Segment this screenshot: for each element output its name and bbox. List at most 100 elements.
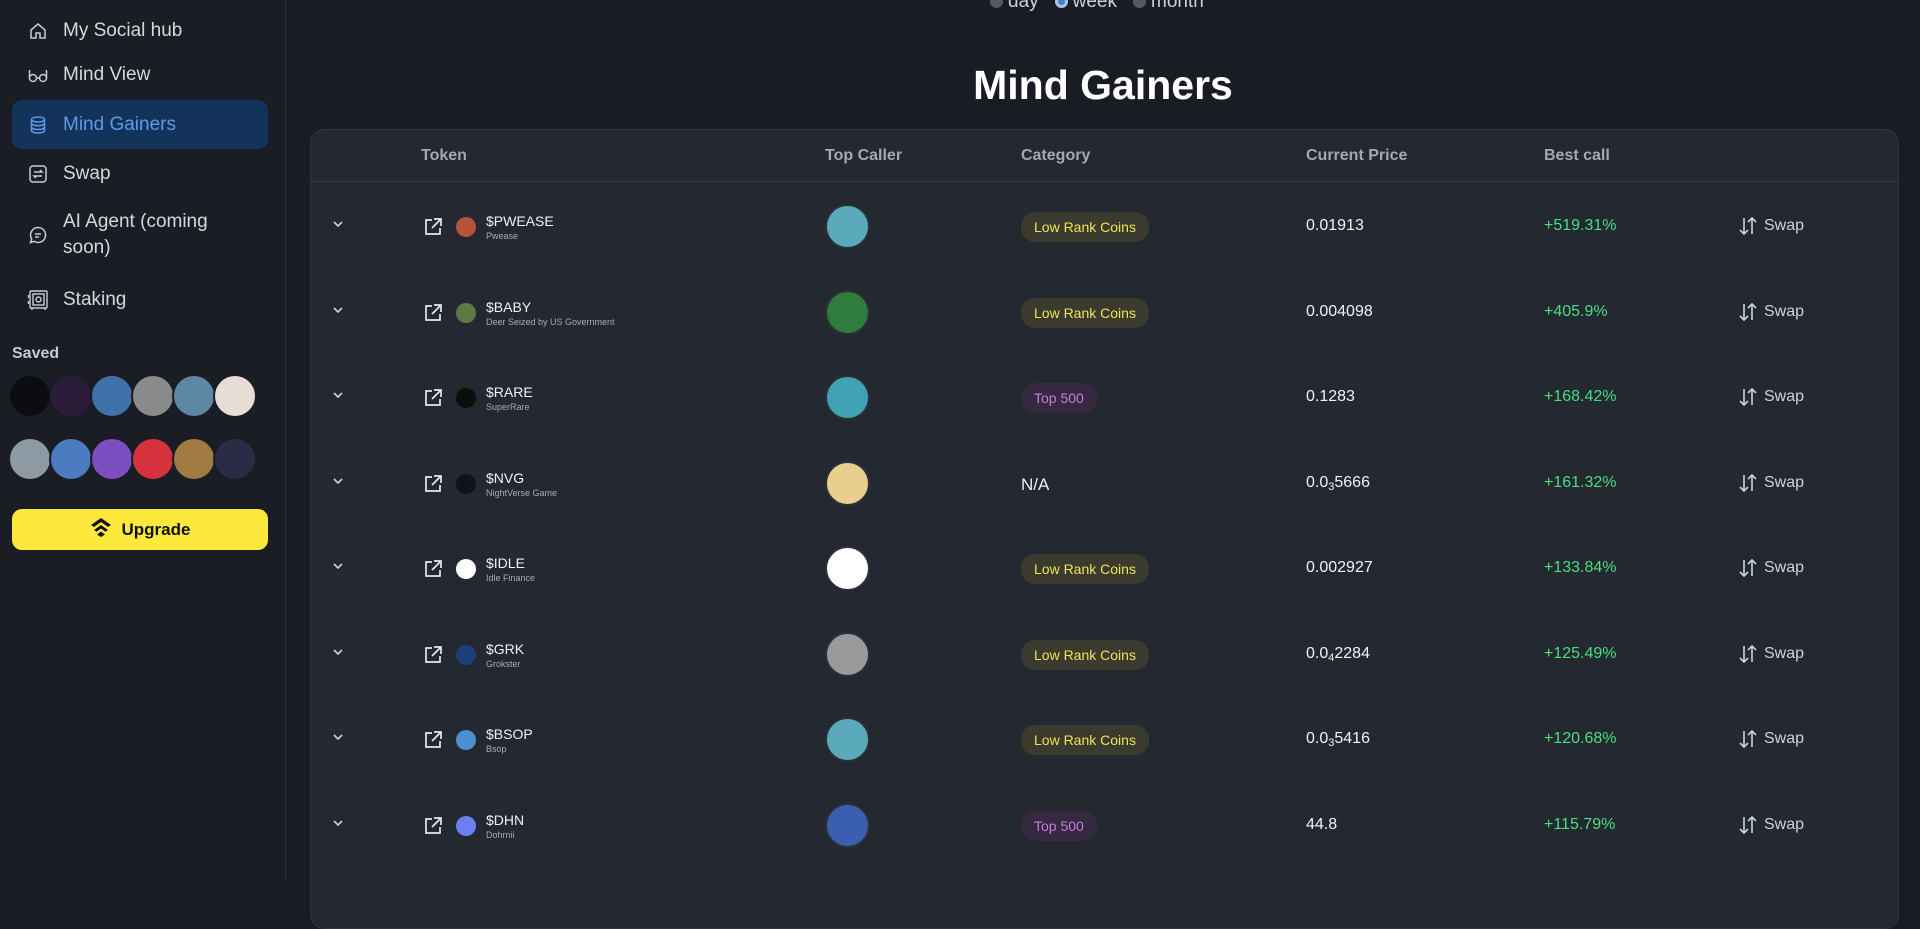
table-row[interactable]: $DHN Dohrnii Top 500 44.8 +115.79% Swap xyxy=(311,783,1898,868)
top-caller-avatar[interactable] xyxy=(825,631,870,677)
radio-day[interactable] xyxy=(990,0,1003,9)
upgrade-label: Upgrade xyxy=(121,519,191,539)
token-name: Bsop xyxy=(486,744,507,754)
token-symbol[interactable]: $BABY xyxy=(486,298,532,315)
table-row[interactable]: $NVG NightVerse Game N/A 0.035666 +161.3… xyxy=(311,441,1898,526)
chevron-down-icon[interactable] xyxy=(331,474,345,493)
top-caller-avatar[interactable] xyxy=(825,460,870,506)
external-link-icon[interactable] xyxy=(423,645,443,670)
chevron-down-icon[interactable] xyxy=(331,303,345,322)
database-icon xyxy=(27,114,49,136)
chat-icon xyxy=(27,224,49,246)
sidebar-item-mind-gainers[interactable]: Mind Gainers xyxy=(12,100,268,149)
sidebar-item-label: Mind View xyxy=(63,64,151,85)
sidebar-item-staking[interactable]: Staking xyxy=(12,279,268,321)
header-top-caller: Top Caller xyxy=(825,147,903,164)
top-caller-avatar[interactable] xyxy=(825,546,870,591)
swap-button[interactable]: Swap xyxy=(1739,387,1804,407)
chevron-down-icon[interactable] xyxy=(331,559,345,578)
price-value: 44.8 xyxy=(1306,815,1338,833)
token-symbol[interactable]: $RARE xyxy=(486,384,533,400)
external-link-icon[interactable] xyxy=(423,730,443,755)
table-row[interactable]: $GRK Grokster Low Rank Coins 0.042284 +1… xyxy=(311,612,1898,697)
radio-month[interactable] xyxy=(1133,0,1146,9)
swap-arrows-icon xyxy=(1739,302,1757,321)
token-symbol[interactable]: $GRK xyxy=(486,640,525,657)
top-caller-avatar[interactable] xyxy=(825,802,870,848)
chevron-down-icon[interactable] xyxy=(331,217,345,236)
saved-avatar[interactable] xyxy=(213,437,257,481)
price-digits: 5416 xyxy=(1334,730,1370,747)
token-symbol[interactable]: $IDLE xyxy=(486,555,525,571)
swap-button[interactable]: Swap xyxy=(1739,473,1804,493)
category-badge: Low Rank Coins xyxy=(1021,554,1149,584)
price-zero-count: 4 xyxy=(1328,651,1335,664)
token-symbol[interactable]: $DHN xyxy=(486,811,525,828)
table-row[interactable]: $IDLE Idle Finance Low Rank Coins 0.0029… xyxy=(311,526,1898,611)
swap-label: Swap xyxy=(1764,302,1805,320)
swap-button[interactable]: Swap xyxy=(1739,216,1804,236)
table-row[interactable]: $PWEASE Pwease Low Rank Coins 0.01913 +5… xyxy=(311,184,1898,269)
chevron-down-icon[interactable] xyxy=(331,645,345,664)
sidebar-item-mind-view[interactable]: Mind View xyxy=(12,54,268,96)
swap-button[interactable]: Swap xyxy=(1739,729,1804,749)
saved-avatar[interactable] xyxy=(90,437,134,481)
saved-avatar[interactable] xyxy=(172,437,216,481)
external-link-icon[interactable] xyxy=(423,474,443,499)
best-call: +168.42% xyxy=(1544,388,1617,405)
table-row[interactable]: $RARE SuperRare Top 500 0.1283 +168.42% … xyxy=(311,355,1898,440)
best-call: +405.9% xyxy=(1544,302,1608,320)
top-caller-avatar[interactable] xyxy=(825,289,870,335)
radio-week[interactable] xyxy=(1054,0,1068,9)
header-token: Token xyxy=(421,147,467,164)
price-zero-count: 3 xyxy=(1328,737,1335,749)
sidebar-item-swap[interactable]: Swap xyxy=(12,153,268,195)
saved-avatar[interactable] xyxy=(131,374,175,418)
upgrade-button[interactable]: Upgrade xyxy=(12,509,268,550)
current-price: 0.01913 xyxy=(1306,217,1364,235)
token-name: Grokster xyxy=(486,658,521,669)
chevron-down-icon[interactable] xyxy=(331,816,345,835)
saved-avatar[interactable] xyxy=(90,374,134,418)
price-value: 0.01913 xyxy=(1306,217,1364,234)
saved-avatar[interactable] xyxy=(213,374,257,418)
external-link-icon[interactable] xyxy=(423,388,443,413)
top-caller-avatar[interactable] xyxy=(825,717,870,762)
top-caller-avatar[interactable] xyxy=(825,375,870,420)
swap-button[interactable]: Swap xyxy=(1739,815,1804,835)
swap-button[interactable]: Swap xyxy=(1739,302,1804,322)
external-link-icon[interactable] xyxy=(423,816,443,841)
token-symbol[interactable]: $PWEASE xyxy=(486,213,554,229)
sidebar-item-my-social-hub[interactable]: My Social hub xyxy=(12,10,268,52)
price-value: 0.0 xyxy=(1306,730,1329,747)
chevron-down-icon[interactable] xyxy=(331,388,345,407)
saved-avatar[interactable] xyxy=(131,437,175,481)
top-caller-avatar[interactable] xyxy=(825,204,870,249)
swap-button[interactable]: Swap xyxy=(1739,644,1804,664)
external-link-icon[interactable] xyxy=(423,559,443,584)
table-header: Token Top Caller Category Current Price … xyxy=(311,130,1898,182)
sidebar-item-ai-agent[interactable]: AI Agent (coming soon) xyxy=(12,205,268,265)
page-title: Mind Gainers xyxy=(973,62,1233,108)
period-option-day[interactable]: day xyxy=(990,0,1039,13)
sidebar-item-label: AI Agent (coming soon) xyxy=(63,211,208,258)
period-option-month[interactable]: month xyxy=(1133,0,1204,13)
saved-avatar[interactable] xyxy=(8,437,52,481)
table-row[interactable]: $BSOP Bsop Low Rank Coins 0.035416 +120.… xyxy=(311,697,1898,782)
saved-avatar[interactable] xyxy=(49,437,93,481)
swap-button[interactable]: Swap xyxy=(1739,558,1804,578)
external-link-icon[interactable] xyxy=(423,303,443,328)
saved-avatar[interactable] xyxy=(8,374,52,418)
chevron-down-icon[interactable] xyxy=(331,730,345,749)
price-value: 0.0 xyxy=(1306,644,1329,662)
token-symbol[interactable]: $NVG xyxy=(486,469,525,486)
saved-avatar[interactable] xyxy=(49,374,93,418)
period-option-week[interactable]: week xyxy=(1054,0,1117,13)
price-value: 0.004098 xyxy=(1306,302,1373,320)
current-price: 44.8 xyxy=(1306,816,1337,834)
token-symbol[interactable]: $BSOP xyxy=(486,726,533,742)
table-row[interactable]: $BABY Deer Seized by US Government Low R… xyxy=(311,270,1898,355)
external-link-icon[interactable] xyxy=(423,217,443,242)
gainers-table: Token Top Caller Category Current Price … xyxy=(310,129,1899,929)
saved-avatar[interactable] xyxy=(172,374,216,418)
